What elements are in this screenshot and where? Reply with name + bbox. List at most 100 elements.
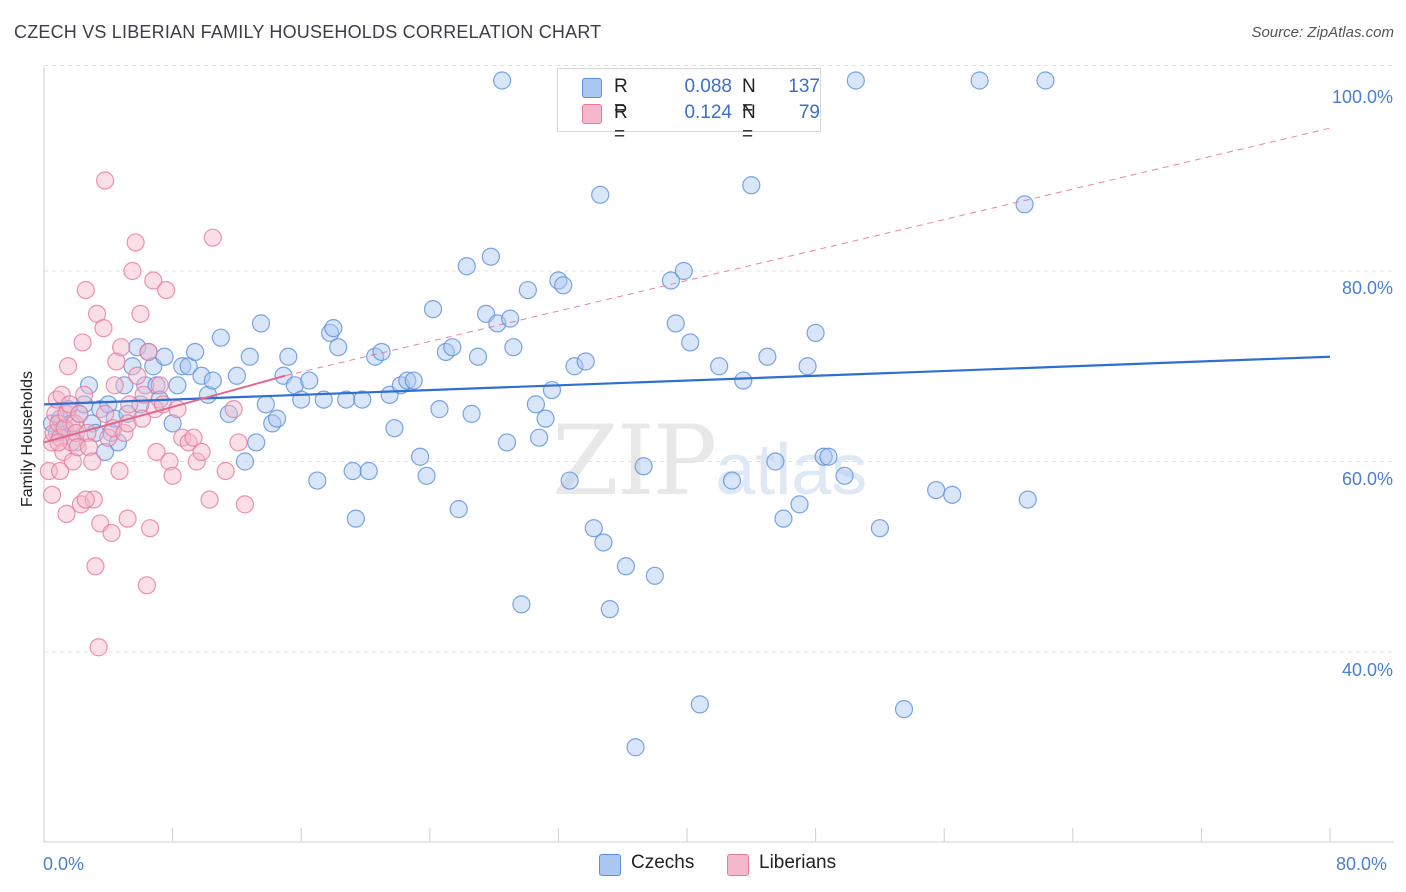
czech-point	[766, 452, 785, 471]
liberian-point	[160, 452, 179, 471]
liberian-point	[147, 442, 166, 462]
czech-point	[806, 323, 825, 343]
czech-point	[211, 328, 230, 347]
y-tick-label: 80.0%	[1341, 278, 1393, 298]
czech-point	[690, 695, 709, 714]
czech-point	[163, 414, 182, 433]
czech-point	[256, 395, 275, 414]
czech-point	[758, 347, 777, 366]
y-tick-label: 40.0%	[1341, 660, 1393, 680]
liberian-point	[76, 490, 95, 509]
czech-point	[192, 366, 211, 385]
czech-point	[819, 447, 838, 466]
liberian-point	[118, 509, 137, 528]
legend-r-label: R =	[614, 102, 628, 145]
czech-point	[710, 357, 729, 376]
liberian-point	[123, 261, 142, 281]
czech-point	[423, 300, 443, 319]
czech-point	[518, 280, 537, 300]
czech-point	[661, 271, 681, 290]
czech-point	[722, 471, 742, 490]
czech-point	[584, 519, 603, 538]
czech-point	[235, 452, 255, 471]
chart-title: CZECH VS LIBERIAN FAMILY HOUSEHOLDS CORR…	[14, 22, 602, 42]
czech-point	[526, 395, 545, 414]
czech-point	[468, 347, 488, 366]
czech-point	[536, 409, 555, 428]
czech-point	[417, 466, 436, 485]
watermark: ZIPatlas	[552, 405, 867, 517]
czech-point	[634, 457, 653, 476]
czech-point	[443, 338, 462, 357]
czech-point	[504, 338, 523, 357]
czech-point	[462, 404, 481, 423]
axes	[43, 67, 1394, 843]
czech-point	[626, 738, 645, 757]
czech-point	[774, 509, 793, 528]
czech-point	[430, 400, 449, 419]
czech-point	[337, 390, 356, 409]
czech-point	[565, 357, 584, 376]
czech-point	[404, 371, 423, 390]
czech-point	[594, 533, 613, 552]
legend-r-label: R =	[614, 76, 628, 119]
czech-point	[324, 319, 343, 338]
czech-point	[247, 433, 266, 452]
czech-point	[481, 247, 500, 266]
liberian-point	[229, 433, 248, 452]
czech-point	[186, 342, 205, 362]
bottom-legend-label-liberians: Liberians	[759, 852, 837, 873]
liberian-point	[102, 523, 121, 543]
legend-r-value: 0.124	[684, 102, 732, 123]
liberian-point	[50, 461, 70, 481]
liberian-point	[184, 428, 203, 447]
czech-point	[353, 390, 372, 409]
czech-point	[108, 433, 128, 452]
czech-point	[554, 276, 573, 295]
czech-point	[343, 461, 362, 481]
liberian-point	[107, 352, 126, 371]
liberian-point	[134, 385, 153, 404]
czech-points	[42, 71, 1055, 757]
liberian-point	[57, 504, 76, 523]
czech-point	[616, 557, 636, 576]
czech-point	[240, 347, 259, 366]
czech-point	[398, 371, 417, 390]
legend-swatch-czechs	[582, 78, 602, 98]
liberian-point	[110, 461, 129, 481]
liberian-point	[128, 366, 147, 385]
czech-point	[576, 352, 595, 371]
czech-point	[798, 357, 817, 376]
liberian-point	[163, 466, 182, 485]
liberian-point	[95, 171, 115, 190]
legend-n-label: N =	[742, 102, 756, 145]
czech-point	[927, 480, 946, 500]
y-tick-label: 100.0%	[1331, 87, 1393, 107]
czech-point	[308, 471, 327, 490]
czech-point	[411, 447, 430, 466]
liberian-point	[224, 400, 243, 419]
czech-point	[560, 471, 579, 490]
liberian-point	[235, 495, 255, 514]
czech-point	[128, 338, 147, 357]
czech-point	[173, 357, 192, 376]
czech-point	[645, 566, 664, 585]
liberian-point	[140, 519, 160, 538]
czech-point	[79, 376, 99, 395]
czech-point	[314, 390, 333, 409]
czech-point	[790, 495, 809, 514]
czech-point	[329, 338, 348, 357]
liberian-point	[83, 452, 102, 471]
y-axis-label-wrap: Family Households	[18, 340, 38, 540]
liberian-point	[139, 342, 158, 362]
liberian-point	[115, 423, 134, 443]
liberian-point	[86, 557, 105, 576]
czech-point	[267, 409, 287, 428]
liberian-point	[144, 271, 163, 290]
liberian-point	[200, 490, 219, 509]
liberian-point	[137, 576, 156, 595]
czech-point	[681, 333, 700, 352]
legend-swatch-liberians	[582, 104, 602, 124]
czech-point	[943, 485, 962, 504]
liberian-point	[42, 485, 62, 504]
